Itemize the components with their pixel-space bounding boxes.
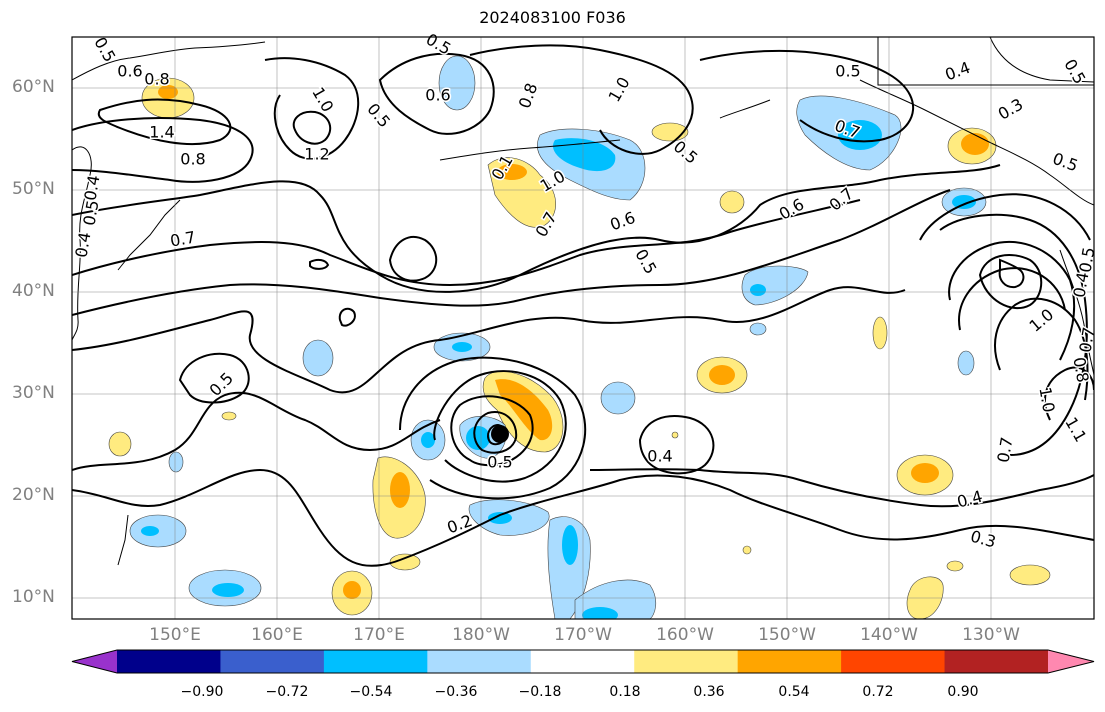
contour-label: 0.6 <box>425 86 450 105</box>
colorbar-segment <box>220 650 325 673</box>
colorbar-segment <box>737 650 842 673</box>
contour-label: 0.4 <box>647 447 672 466</box>
colorbar-outline <box>71 649 1095 674</box>
colorbar-tick-label: −0.54 <box>349 684 393 700</box>
longitude-label-170e: 170°E <box>353 625 405 645</box>
inset-box-outline <box>877 37 1094 86</box>
colorbar-segment <box>841 650 946 673</box>
contour-lines <box>72 44 1094 567</box>
gridlines <box>72 37 1094 619</box>
contour-label: 0.5 <box>1075 246 1098 274</box>
colorbar-segment <box>530 650 635 673</box>
coastlines <box>72 37 1094 566</box>
colorbar-tick-label: −0.18 <box>518 684 562 700</box>
colorbar-segment <box>427 650 532 673</box>
latitude-label-60n: 60°N <box>12 77 55 97</box>
contour-label: 0.7 <box>993 436 1016 464</box>
longitude-label-160w: 160°W <box>656 625 714 645</box>
map-title: 2024083100 F036 <box>479 8 626 27</box>
contour-label: 0.8 <box>180 150 205 169</box>
colorbar-tick-label: 0.90 <box>947 684 979 700</box>
colorbar-tick-label: 0.54 <box>778 684 810 700</box>
colorbar-segment <box>323 650 428 673</box>
latitude-label-40n: 40°N <box>12 281 55 301</box>
contour-label: 0.4 <box>80 174 103 202</box>
contour-label: 1.4 <box>149 123 174 142</box>
contour-label: 0.8 <box>144 70 169 89</box>
longitude-label-130w: 130°W <box>962 625 1020 645</box>
longitude-label-160e: 160°E <box>251 625 303 645</box>
longitude-label-180w: 180°W <box>452 625 510 645</box>
colorbar-extend-low <box>72 650 117 673</box>
contour-label: 0.6 <box>117 62 142 81</box>
colorbar-tick-label: 0.36 <box>693 684 725 700</box>
longitude-label-150w: 150°W <box>758 625 816 645</box>
longitude-label-150e: 150°E <box>149 625 201 645</box>
contour-label: 0.5 <box>835 62 860 81</box>
contour-label: 0.7 <box>1075 326 1098 354</box>
colorbar-tick-label: −0.72 <box>265 684 309 700</box>
colorbar <box>71 649 1095 674</box>
contour-label: 0.5 <box>487 453 512 472</box>
colorbar-extend-high <box>1048 650 1094 673</box>
latitude-label-10n: 10°N <box>12 587 55 607</box>
latitude-label-30n: 30°N <box>12 383 55 403</box>
latitude-label-20n: 20°N <box>12 485 55 505</box>
colorbar-tick-label: 0.72 <box>862 684 894 700</box>
colorbar-tick-label: 0.18 <box>609 684 641 700</box>
longitude-label-140w: 140°W <box>860 625 918 645</box>
map-frame <box>71 36 1095 620</box>
colorbar-tick-label: −0.36 <box>434 684 478 700</box>
storm-center-marker <box>491 425 509 443</box>
contour-label: 1.2 <box>304 145 329 164</box>
latitude-label-50n: 50°N <box>12 179 55 199</box>
colorbar-segment <box>944 650 1049 673</box>
longitude-label-170w: 170°W <box>554 625 612 645</box>
colorbar-segment <box>117 650 221 673</box>
positive-anomaly-shading <box>108 77 1051 619</box>
colorbar-segment <box>634 650 739 673</box>
colorbar-tick-label: −0.90 <box>180 684 224 700</box>
